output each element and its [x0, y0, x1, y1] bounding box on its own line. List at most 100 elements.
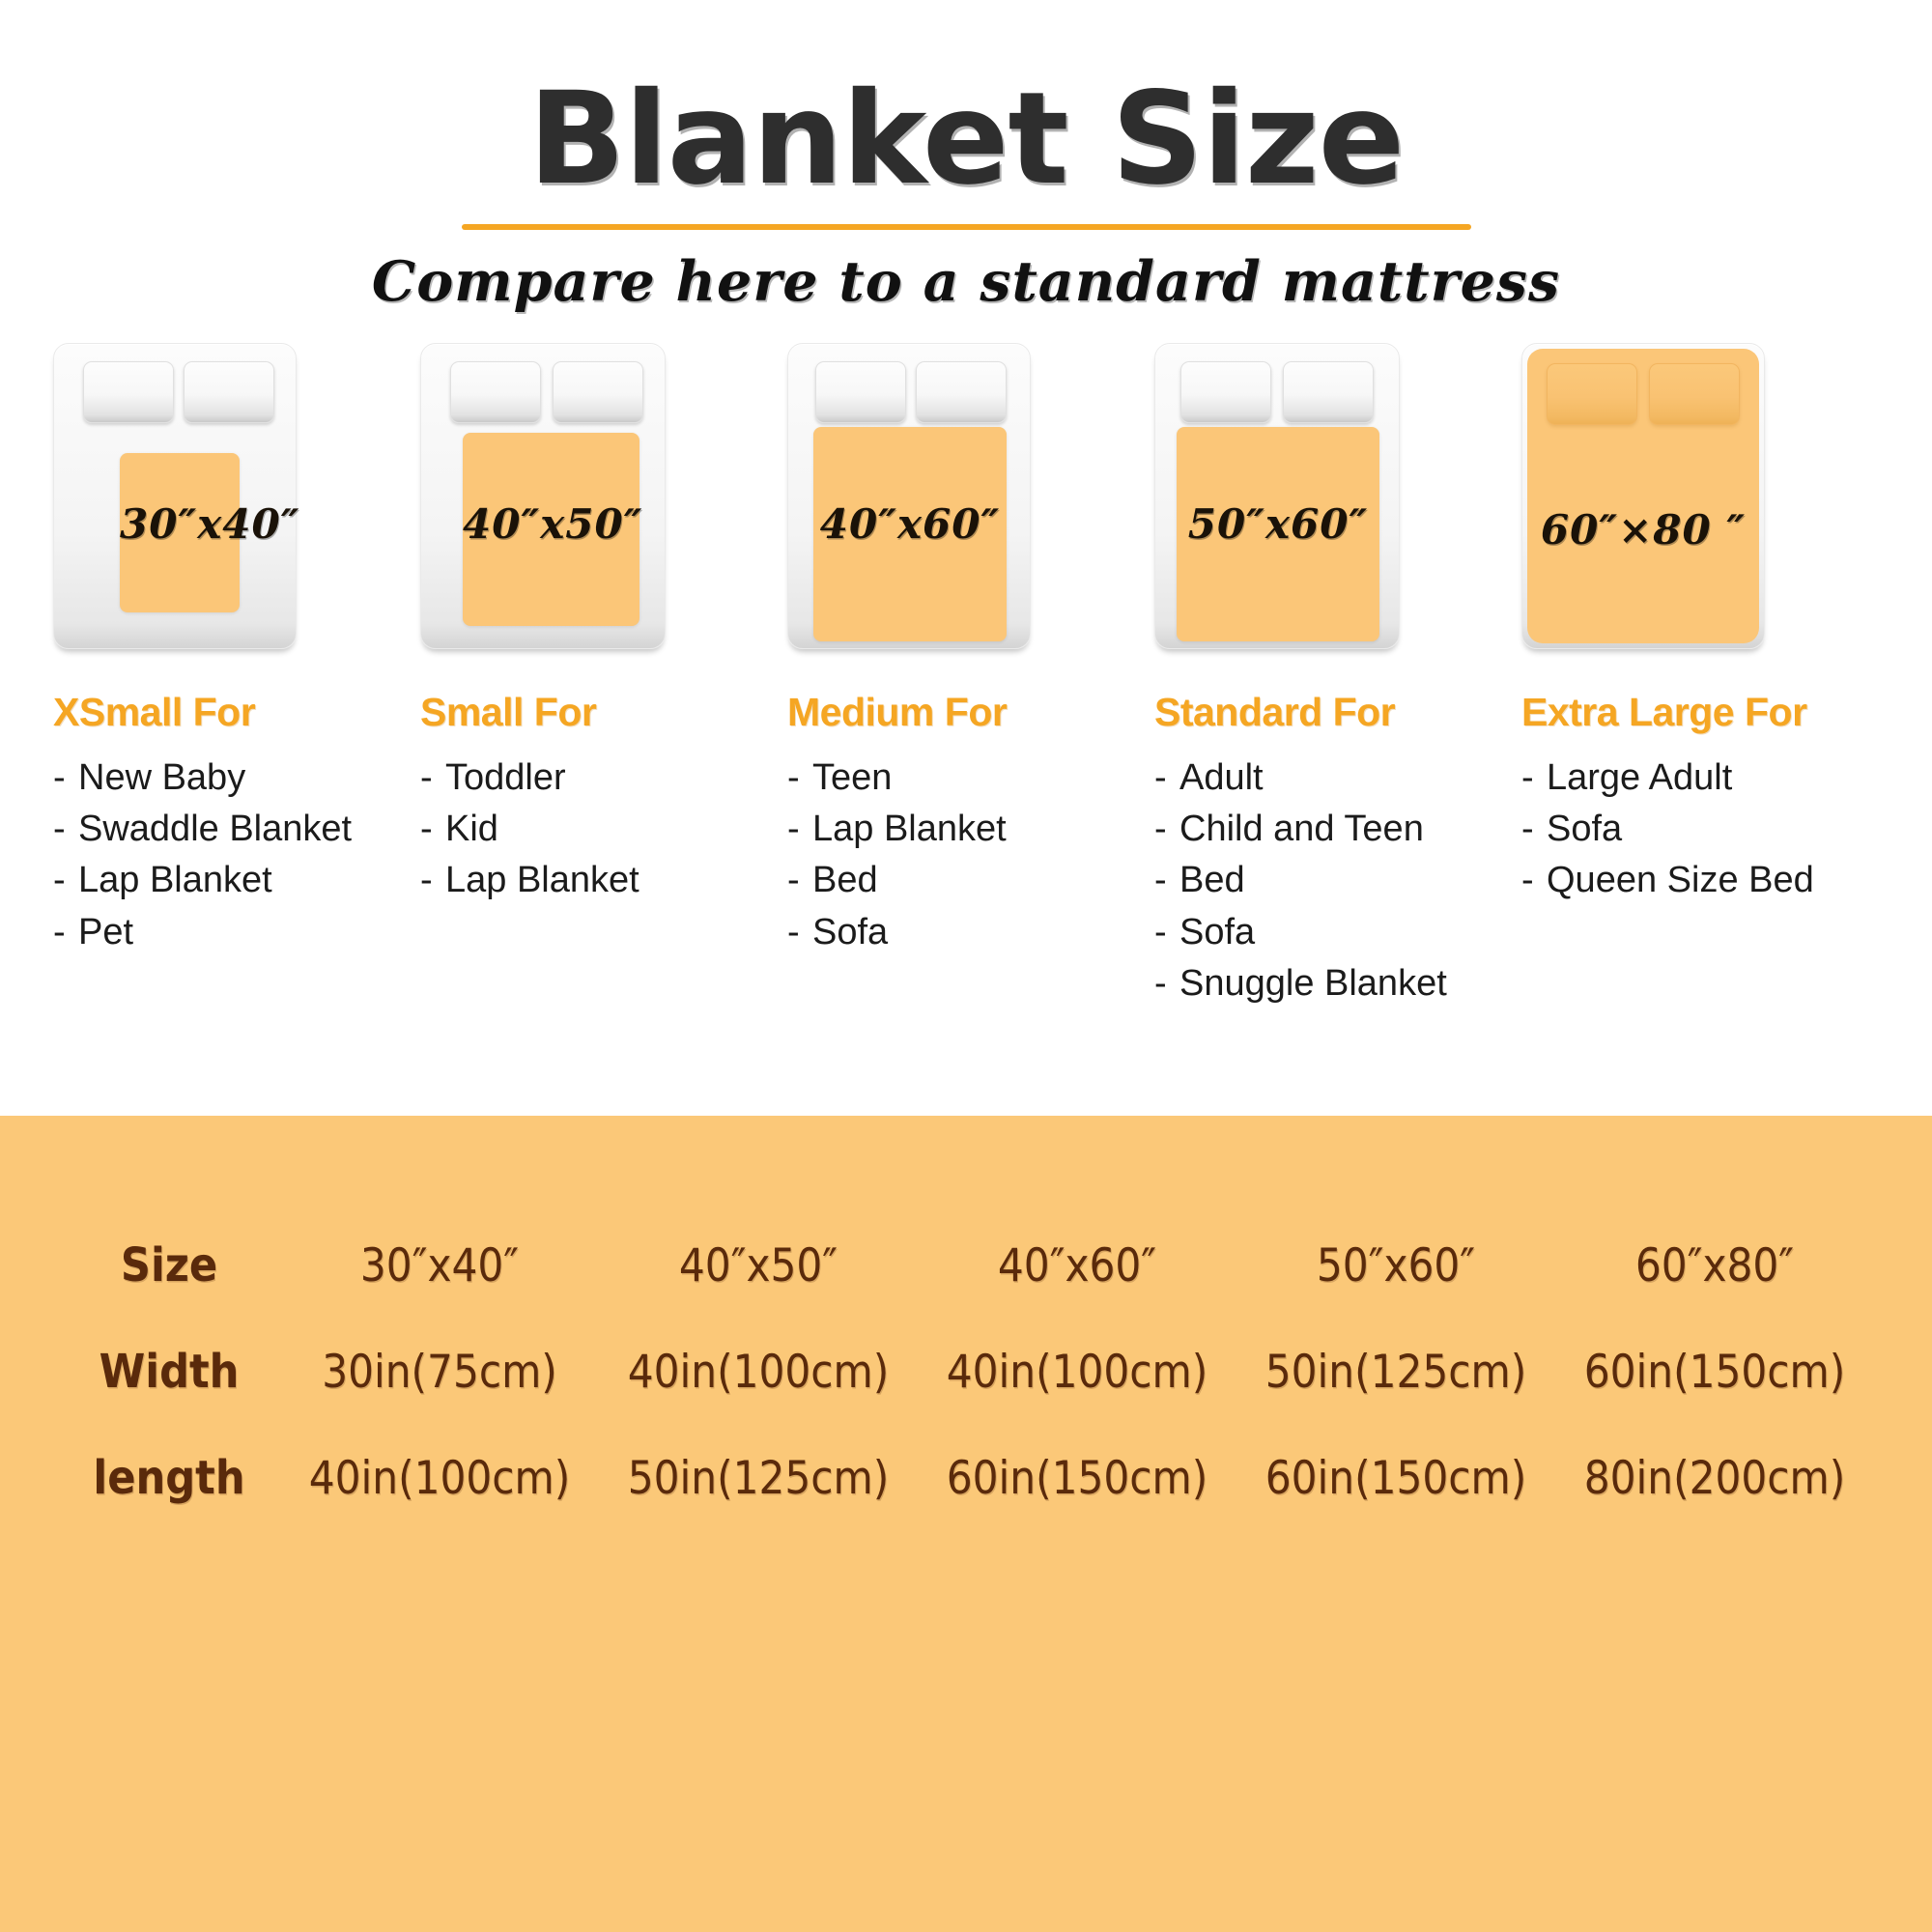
pillow-right-icon [1283, 361, 1374, 423]
mattress-shape: 50″x60″ [1154, 343, 1400, 649]
page-title: Blanket Size [527, 65, 1405, 213]
blanket-overlay: 60″×80 ″ [1527, 349, 1759, 643]
list-item-label: Child and Teen [1179, 809, 1424, 850]
list-item: - Snuggle Blanket [1154, 958, 1521, 1009]
size-column-medium: 40″x60″ Medium For - Teen - Lap Blanket -B… [787, 340, 1154, 1009]
list-item-label: Queen Size Bed [1547, 860, 1814, 901]
list-item-label: Bed [812, 860, 878, 901]
cell-length-small: 50in(125cm) [627, 1451, 890, 1505]
pillow-right-icon [916, 361, 1007, 423]
bullet-dash: - [1154, 962, 1167, 1004]
table-row: Width 30in(75cm) 40in(100cm) 40in(100cm)… [58, 1319, 1874, 1425]
list-item: - Swaddle Blanket [53, 804, 420, 855]
page-subtitle: Compare here to a standard mattress [371, 249, 1561, 314]
cell-size-standard: 50″x60″ [1316, 1238, 1476, 1293]
pillow-right-icon [553, 361, 643, 423]
list-item-label: Teen [812, 757, 893, 798]
list-item: - Teen [787, 753, 1154, 804]
row-header-width: Width [99, 1345, 240, 1399]
list-item-label: Lap Blanket [445, 860, 639, 901]
blanket-overlay: 30″x40″ [120, 453, 300, 612]
blanket-dimension-label: 40″x60″ [819, 500, 1001, 548]
size-column-extra-large: 60″×80 ″ Extra Large For - Large Adult -S… [1521, 340, 1889, 1009]
bullet-dash: - [787, 757, 800, 798]
list-item-label: Large Adult [1547, 757, 1733, 798]
blanket-dimension-label: 50″x60″ [1187, 500, 1369, 548]
bullet-dash: - [420, 809, 433, 850]
bullet-dash: - [1154, 911, 1167, 952]
pillow-right-icon [184, 361, 274, 423]
mattress-shape: 30″x40″ [53, 343, 300, 649]
bed-illustration-xsmall: 30″x40″ [53, 340, 420, 649]
bullet-dash: - [787, 860, 800, 901]
blanket-dimension-label: 40″x50″ [463, 500, 643, 548]
list-item-label: Sofa [812, 911, 889, 952]
list-item: - Bed [1154, 855, 1521, 906]
list-item-label: Bed [1179, 860, 1245, 901]
list-item: - Sofa [1154, 907, 1521, 958]
category-heading-xsmall: XSmall For [53, 690, 256, 734]
cell-size-extra-large: 60″x80″ [1634, 1238, 1795, 1293]
category-list-medium: - Teen - Lap Blanket - Bed - Sofa [787, 753, 1154, 958]
row-header-size: Size [120, 1238, 218, 1293]
category-list-standard: - Adult - Child and Teen - Bed - Sofa - Snugg… [1154, 753, 1521, 1009]
cell-width-xsmall: 30in(75cm) [322, 1345, 557, 1399]
cell-width-medium: 40in(100cm) [946, 1345, 1208, 1399]
bed-illustration-medium: 40″x60″ [787, 340, 1154, 649]
table-row: length 40in(100cm) 50in(125cm) 60in(150c… [58, 1425, 1874, 1531]
cell-width-extra-large: 60in(150cm) [1583, 1345, 1846, 1399]
size-column-xsmall: 30″x40″ XSmall For - New Baby - Swaddle Bl… [53, 340, 420, 1009]
mattress-shape: 60″×80 ″ [1521, 343, 1765, 649]
cell-length-medium: 60in(150cm) [946, 1451, 1208, 1505]
header: Blanket Size Compare here to a standard … [0, 0, 1932, 314]
specification-table-band: Size 30″x40″ 40″x50″ 40″x60″ 50″x60″ 60″… [0, 1116, 1932, 1932]
bullet-dash: - [53, 860, 66, 901]
list-item: - Child and Teen [1154, 804, 1521, 855]
bullet-dash: - [1154, 860, 1167, 901]
list-item: - Adult [1154, 753, 1521, 804]
category-heading-standard: Standard For [1154, 690, 1396, 734]
category-heading-extra-large: Extra Large For [1521, 690, 1807, 734]
bullet-dash: - [1521, 757, 1534, 798]
list-item-label: Lap Blanket [812, 809, 1007, 850]
list-item: - New Baby [53, 753, 420, 804]
pillow-left-icon [815, 361, 906, 423]
cell-size-small: 40″x50″ [678, 1238, 838, 1293]
bed-illustration-standard: 50″x60″ [1154, 340, 1521, 649]
list-item-label: Sofa [1179, 911, 1256, 952]
blanket-dimension-label: 30″x40″ [120, 500, 300, 548]
size-column-small: 40″x50″ Small For - Toddler - Kid - Lap Bla… [420, 340, 787, 1009]
bullet-dash: - [420, 757, 433, 798]
bullet-dash: - [53, 911, 66, 952]
list-item-label: Swaddle Blanket [78, 809, 353, 850]
list-item: - Lap Blanket [787, 804, 1154, 855]
blanket-dimension-label: 60″×80 ″ [1540, 506, 1747, 554]
blanket-overlay: 40″x60″ [813, 427, 1007, 641]
size-column-standard: 50″x60″ Standard For - Adult - Child and T… [1154, 340, 1521, 1009]
blanket-overlay: 50″x60″ [1177, 427, 1379, 641]
blanket-overlay: 40″x50″ [463, 433, 643, 626]
bullet-dash: - [787, 809, 800, 850]
category-heading-small: Small For [420, 690, 597, 734]
list-item-label: Sofa [1547, 809, 1623, 850]
title-underline-rule [461, 224, 1471, 230]
bullet-dash: - [53, 757, 66, 798]
bullet-dash: - [1154, 809, 1167, 850]
category-heading-medium: Medium For [787, 690, 1008, 734]
list-item-label: Pet [78, 911, 134, 952]
list-item: - Bed [787, 855, 1154, 906]
table-row: Size 30″x40″ 40″x50″ 40″x60″ 50″x60″ 60″… [58, 1212, 1874, 1319]
mattress-shape: 40″x50″ [420, 343, 666, 649]
bed-illustration-small: 40″x50″ [420, 340, 787, 649]
list-item-label: Lap Blanket [78, 860, 272, 901]
pillow-left-icon [83, 361, 174, 423]
category-list-extra-large: - Large Adult - Sofa - Queen Size Bed [1521, 753, 1889, 907]
cell-size-medium: 40″x60″ [997, 1238, 1157, 1293]
category-list-xsmall: - New Baby - Swaddle Blanket - Lap Blanket … [53, 753, 420, 958]
cell-width-small: 40in(100cm) [627, 1345, 890, 1399]
cell-length-standard: 60in(150cm) [1264, 1451, 1527, 1505]
cell-size-xsmall: 30″x40″ [359, 1238, 520, 1293]
cell-width-standard: 50in(125cm) [1264, 1345, 1527, 1399]
pillow-left-icon [1547, 363, 1637, 425]
